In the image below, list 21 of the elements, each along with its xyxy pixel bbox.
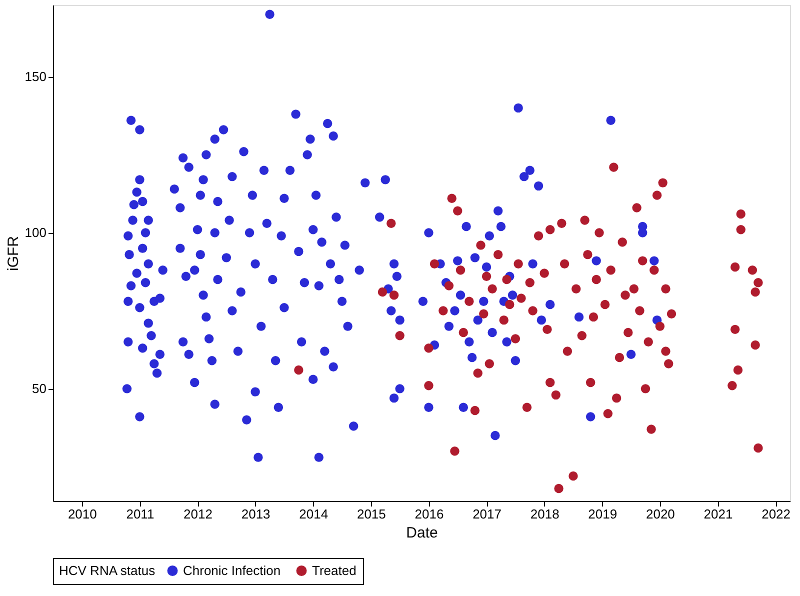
legend-label: Treated xyxy=(312,562,356,578)
x-tick-label: 2010 xyxy=(68,506,97,522)
x-tick-label: 2022 xyxy=(762,506,791,522)
x-tick-label: 2013 xyxy=(241,506,270,522)
x-tick-label: 2012 xyxy=(184,506,212,522)
x-tick-label: 2021 xyxy=(704,506,733,522)
legend-label: Chronic Infection xyxy=(183,562,281,578)
x-axis-title: Date xyxy=(406,524,438,542)
x-tick-label: 2011 xyxy=(126,506,154,522)
legend-title: HCV RNA status xyxy=(59,563,156,578)
y-axis-title: iGFR xyxy=(4,236,22,271)
y-tick-label: 50 xyxy=(32,381,46,396)
x-tick-label: 2019 xyxy=(588,506,618,522)
x-tick-label: 2018 xyxy=(530,506,560,522)
x-tick-label: 2016 xyxy=(414,506,444,522)
x-tick-label: 2017 xyxy=(472,506,502,522)
y-tick-label: 150 xyxy=(24,69,46,84)
x-tick-label: 2014 xyxy=(299,506,328,522)
y-tick-label: 100 xyxy=(24,225,46,240)
x-tick-label: 2020 xyxy=(646,506,675,522)
x-tick-label: 2015 xyxy=(356,506,386,522)
